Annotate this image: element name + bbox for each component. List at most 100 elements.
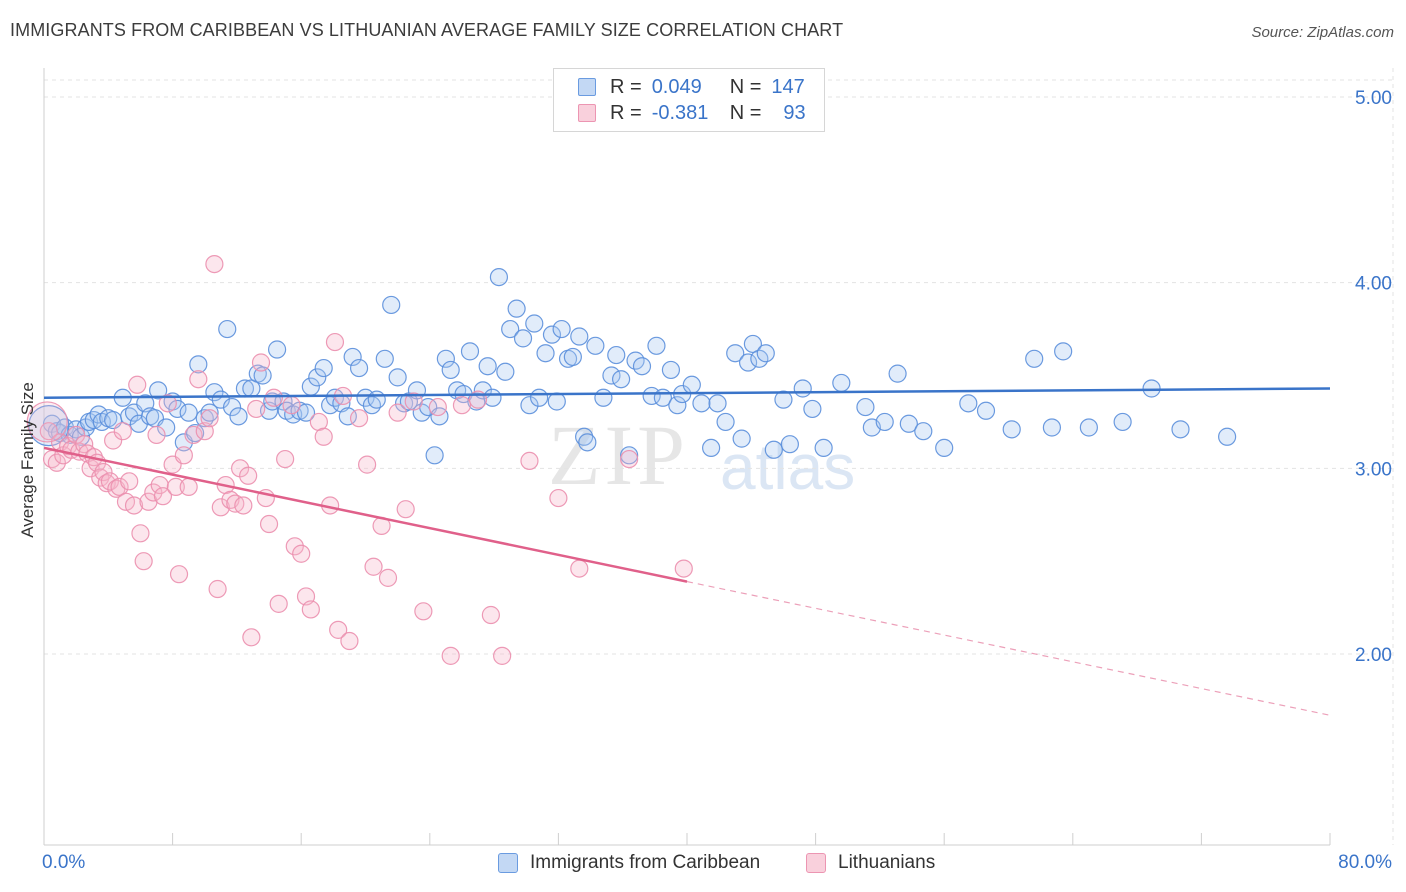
lithuanian-point bbox=[314, 427, 333, 446]
lithuanian-point bbox=[144, 483, 163, 502]
caribbean-point bbox=[602, 366, 621, 385]
lithuanian-point bbox=[674, 559, 693, 578]
caribbean-trend-line bbox=[43, 387, 1331, 400]
caribbean-point bbox=[575, 427, 594, 446]
caribbean-point bbox=[229, 407, 248, 426]
caribbean-point bbox=[375, 349, 394, 368]
lithuanians-swatch bbox=[578, 104, 596, 122]
lithuanian-point bbox=[325, 332, 345, 352]
caribbean-point bbox=[611, 370, 631, 389]
legend-label-lithuanians: Lithuanians bbox=[838, 852, 936, 873]
caribbean-point bbox=[832, 373, 851, 393]
caribbean-point bbox=[436, 349, 455, 368]
caribbean-point bbox=[1079, 418, 1098, 437]
caribbean-point bbox=[425, 446, 444, 465]
caribbean-point bbox=[520, 396, 539, 415]
legend-item-caribbean: Immigrants from Caribbean bbox=[498, 852, 760, 874]
caribbean-point bbox=[507, 299, 526, 318]
caribbean-point bbox=[764, 440, 783, 459]
lithuanian-point bbox=[147, 425, 166, 445]
caribbean-point bbox=[647, 336, 666, 355]
caribbean-point bbox=[875, 412, 894, 432]
lithuanian-point bbox=[234, 496, 253, 515]
caribbean-point bbox=[1113, 412, 1132, 432]
caribbean-point bbox=[563, 347, 582, 367]
caribbean-point bbox=[814, 438, 833, 458]
lithuanian-point bbox=[282, 396, 301, 415]
y-tick-label: 3.00 bbox=[1355, 459, 1392, 480]
r-label: R = bbox=[610, 101, 642, 124]
n-value-caribbean: 147 bbox=[771, 75, 805, 98]
caribbean-point bbox=[349, 358, 369, 378]
lithuanian-point bbox=[94, 462, 113, 482]
lithuanian-point bbox=[251, 353, 271, 372]
lithuanian-point bbox=[481, 605, 500, 625]
caribbean-point bbox=[195, 409, 214, 428]
watermark-zip: ZIP bbox=[548, 407, 689, 503]
caribbean-point bbox=[362, 396, 382, 415]
lithuanian-point bbox=[378, 568, 398, 587]
caribbean-point bbox=[222, 397, 242, 417]
lithuanian-trend-line bbox=[43, 446, 688, 583]
caribbean-point bbox=[732, 429, 751, 448]
lithuanian-point bbox=[414, 602, 433, 621]
caribbean-point bbox=[793, 379, 812, 398]
lithuanian-point bbox=[364, 557, 383, 576]
caribbean-point bbox=[501, 319, 520, 339]
lithuanian-point bbox=[153, 487, 173, 506]
lithuanian-point bbox=[396, 500, 415, 519]
caribbean-point bbox=[530, 388, 549, 407]
lithuanian-point bbox=[124, 496, 144, 515]
lithuanian-point bbox=[452, 396, 472, 415]
lithuanian-point bbox=[179, 477, 198, 496]
lithuanian-point bbox=[239, 466, 258, 485]
caribbean-point bbox=[642, 386, 661, 406]
caribbean-point bbox=[668, 396, 687, 415]
lithuanian-point bbox=[259, 514, 279, 534]
lithuanian-point bbox=[104, 431, 123, 450]
chart-title: IMMIGRANTS FROM CARIBBEAN VS LITHUANIAN … bbox=[10, 20, 844, 40]
legend-swatch-lithuanians bbox=[806, 853, 826, 873]
r-value-caribbean: 0.049 bbox=[651, 75, 702, 98]
caribbean-point bbox=[542, 325, 562, 344]
lithuanian-point bbox=[301, 600, 320, 619]
caribbean-point bbox=[702, 438, 721, 458]
y-tick-label: 5.00 bbox=[1355, 88, 1392, 109]
caribbean-point bbox=[28, 405, 70, 447]
lithuanian-point bbox=[211, 498, 230, 517]
lithuanian-point bbox=[428, 397, 447, 417]
legend-item-lithuanians: Lithuanians bbox=[806, 852, 935, 874]
caribbean-point bbox=[314, 358, 333, 378]
lithuanian-point bbox=[200, 409, 219, 428]
stats-row-caribbean: R = 0.049 N = 147 bbox=[578, 75, 805, 99]
caribbean-point bbox=[296, 403, 316, 422]
caribbean-point bbox=[253, 366, 272, 385]
n-label: N = bbox=[729, 75, 762, 98]
caribbean-point bbox=[513, 329, 533, 348]
caribbean-point bbox=[547, 392, 566, 411]
lithuanian-point bbox=[570, 559, 589, 578]
caribbean-point bbox=[157, 418, 176, 437]
caribbean-point bbox=[716, 412, 735, 432]
lithuanian-trend-extrapolation bbox=[686, 581, 1331, 716]
watermark-atlas: atlas bbox=[720, 431, 856, 503]
lithuanian-point bbox=[242, 628, 261, 647]
stats-row-lithuanians: R = -0.381 N = 93 bbox=[578, 101, 806, 125]
caribbean-point bbox=[578, 433, 597, 452]
lithuanian-point bbox=[441, 646, 460, 665]
caribbean-point bbox=[382, 295, 401, 315]
x-tick-max: 80.0% bbox=[1338, 852, 1392, 873]
n-value-lithuanians: 93 bbox=[783, 101, 806, 124]
caribbean-point bbox=[179, 403, 198, 422]
lithuanian-point bbox=[189, 370, 208, 389]
caribbean-point bbox=[496, 362, 515, 381]
caribbean-point bbox=[367, 390, 386, 409]
lithuanian-point bbox=[388, 403, 407, 422]
lithuanian-point bbox=[26, 401, 68, 443]
caribbean-point bbox=[914, 422, 933, 441]
caribbean-point bbox=[478, 357, 497, 376]
caribbean-point bbox=[661, 360, 681, 380]
caribbean-point bbox=[189, 355, 208, 374]
lithuanian-point bbox=[166, 477, 185, 496]
